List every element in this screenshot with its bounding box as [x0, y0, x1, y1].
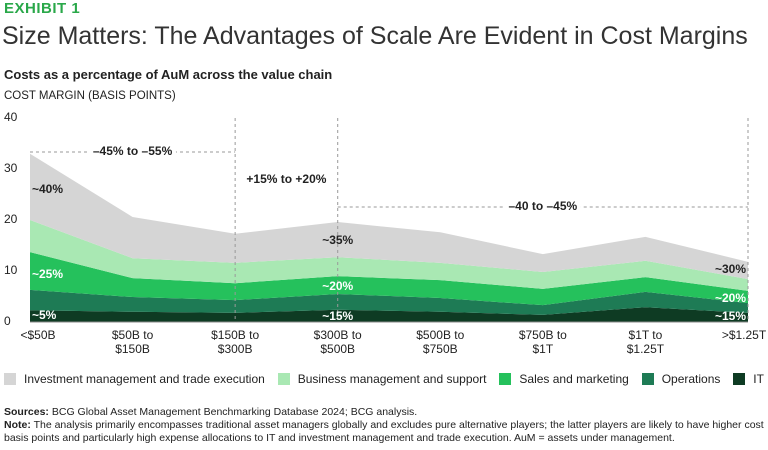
legend-item: Operations: [641, 372, 721, 386]
x-tick-label: $150B to $300B: [211, 328, 260, 356]
legend-label: Investment management and trade executio…: [24, 372, 265, 386]
x-tick-label: <$50B: [20, 328, 56, 342]
y-axis-label: COST MARGIN (BASIS POINTS): [4, 90, 176, 102]
area: [30, 289, 748, 315]
legend-label: IT: [753, 372, 764, 386]
x-tick-label: $500B to $750B: [416, 328, 465, 356]
sources-label: Sources:: [4, 406, 49, 418]
area-label: ~15%: [715, 309, 746, 323]
x-tick-label: $300B to $500B: [313, 328, 362, 356]
legend-swatch: [641, 373, 654, 385]
area-label: ~5%: [32, 308, 57, 322]
legend-swatch: [733, 373, 746, 385]
y-tick-label: 30: [4, 161, 18, 175]
x-tick-label: $750B to $1T: [518, 328, 567, 356]
legend-label: Business management and support: [297, 372, 487, 386]
area-label: ~20%: [715, 291, 746, 305]
area-label: ~35%: [322, 233, 353, 247]
legend: Investment management and trade executio…: [4, 372, 764, 386]
legend-label: Sales and marketing: [519, 372, 629, 386]
legend-item: Business management and support: [277, 372, 487, 386]
footer: Sources: BCG Global Asset Management Ben…: [4, 406, 768, 445]
exhibit: EXHIBIT 1: [4, 0, 81, 17]
area: [30, 153, 748, 280]
title: Size Matters: The Advantages of Scale Ar…: [2, 22, 748, 50]
area-label: ~20%: [322, 279, 353, 293]
range-label: –45% to –55%: [93, 144, 173, 158]
legend-swatch: [4, 373, 16, 385]
note: The analysis primarily encompasses tradi…: [4, 419, 764, 444]
legend-item: Investment management and trade executio…: [4, 372, 265, 386]
legend-swatch: [499, 373, 512, 385]
legend-swatch: [277, 373, 290, 385]
area-label: ~25%: [32, 267, 63, 281]
range-label: +15% to +20%: [246, 172, 326, 186]
legend-label: Operations: [661, 372, 721, 386]
legend-item: IT: [733, 372, 764, 386]
legend-item: Sales and marketing: [499, 372, 629, 386]
area-label: ~30%: [715, 262, 746, 276]
area-label: ~40%: [32, 182, 63, 196]
note-label: Note:: [4, 419, 31, 431]
y-tick-label: 40: [4, 110, 18, 124]
area: [30, 252, 748, 306]
area: [30, 220, 748, 291]
y-tick-label: 10: [4, 263, 18, 277]
area-label: ~15%: [322, 309, 353, 323]
y-tick-label: 20: [4, 212, 18, 226]
y-tick-label: 0: [4, 314, 11, 328]
sources: BCG Global Asset Management Benchmarking…: [51, 406, 418, 418]
x-tick-label: $1T to $1.25T: [626, 328, 665, 356]
subtitle: Costs as a percentage of AuM across the …: [4, 67, 333, 82]
range-label: –40 to –45%: [508, 199, 577, 213]
x-tick-label: $50B to $150B: [111, 328, 154, 356]
area: [30, 307, 748, 322]
x-tick-label: >$1.25T: [721, 328, 767, 342]
